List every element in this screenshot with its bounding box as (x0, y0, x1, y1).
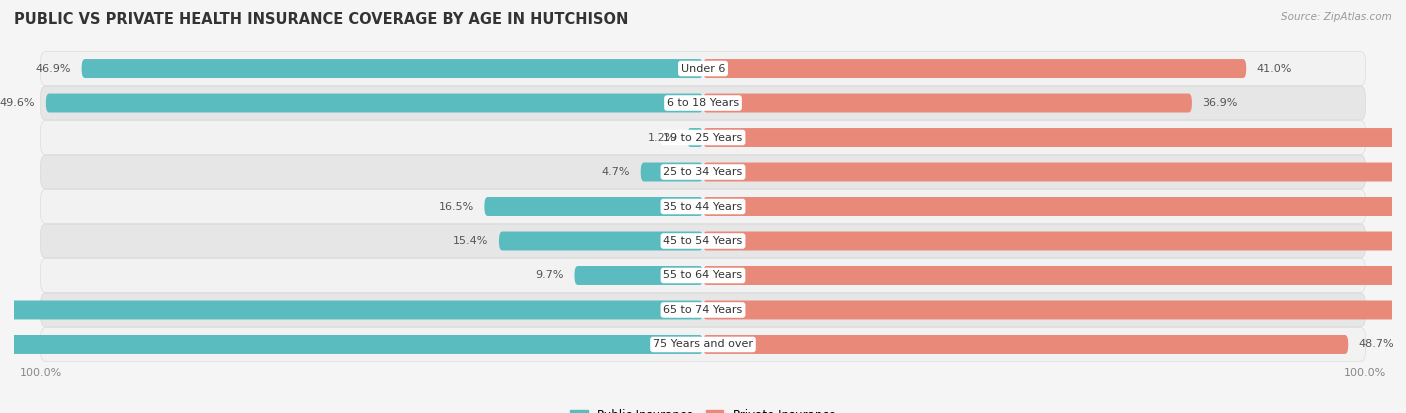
FancyBboxPatch shape (703, 163, 1406, 181)
Text: 6 to 18 Years: 6 to 18 Years (666, 98, 740, 108)
Text: 15.4%: 15.4% (453, 236, 488, 246)
Text: PUBLIC VS PRIVATE HEALTH INSURANCE COVERAGE BY AGE IN HUTCHISON: PUBLIC VS PRIVATE HEALTH INSURANCE COVER… (14, 12, 628, 27)
FancyBboxPatch shape (703, 128, 1406, 147)
FancyBboxPatch shape (703, 59, 1246, 78)
FancyBboxPatch shape (499, 232, 703, 250)
Text: 65 to 74 Years: 65 to 74 Years (664, 305, 742, 315)
FancyBboxPatch shape (41, 293, 1365, 327)
FancyBboxPatch shape (703, 266, 1406, 285)
FancyBboxPatch shape (0, 335, 703, 354)
FancyBboxPatch shape (41, 224, 1365, 258)
Legend: Public Insurance, Private Insurance: Public Insurance, Private Insurance (565, 404, 841, 413)
Text: 9.7%: 9.7% (536, 271, 564, 280)
FancyBboxPatch shape (41, 259, 1365, 292)
FancyBboxPatch shape (703, 335, 1348, 354)
Text: 1.2%: 1.2% (648, 133, 676, 142)
FancyBboxPatch shape (41, 121, 1365, 154)
FancyBboxPatch shape (0, 301, 703, 320)
FancyBboxPatch shape (41, 190, 1365, 223)
FancyBboxPatch shape (82, 59, 703, 78)
Text: 16.5%: 16.5% (439, 202, 474, 211)
Text: 45 to 54 Years: 45 to 54 Years (664, 236, 742, 246)
Text: 48.7%: 48.7% (1358, 339, 1395, 349)
Text: 55 to 64 Years: 55 to 64 Years (664, 271, 742, 280)
Text: 35 to 44 Years: 35 to 44 Years (664, 202, 742, 211)
Text: 46.9%: 46.9% (35, 64, 72, 74)
FancyBboxPatch shape (703, 232, 1406, 250)
Text: 4.7%: 4.7% (602, 167, 630, 177)
FancyBboxPatch shape (575, 266, 703, 285)
Text: 25 to 34 Years: 25 to 34 Years (664, 167, 742, 177)
FancyBboxPatch shape (703, 197, 1406, 216)
FancyBboxPatch shape (688, 128, 703, 147)
FancyBboxPatch shape (641, 163, 703, 181)
FancyBboxPatch shape (41, 86, 1365, 120)
FancyBboxPatch shape (703, 93, 1192, 112)
Text: 41.0%: 41.0% (1257, 64, 1292, 74)
FancyBboxPatch shape (46, 93, 703, 112)
Text: 19 to 25 Years: 19 to 25 Years (664, 133, 742, 142)
FancyBboxPatch shape (41, 52, 1365, 85)
Text: 75 Years and over: 75 Years and over (652, 339, 754, 349)
FancyBboxPatch shape (41, 328, 1365, 361)
FancyBboxPatch shape (703, 301, 1406, 320)
Text: 36.9%: 36.9% (1202, 98, 1237, 108)
FancyBboxPatch shape (485, 197, 703, 216)
Text: Source: ZipAtlas.com: Source: ZipAtlas.com (1281, 12, 1392, 22)
FancyBboxPatch shape (41, 155, 1365, 189)
Text: Under 6: Under 6 (681, 64, 725, 74)
Text: 49.6%: 49.6% (0, 98, 35, 108)
